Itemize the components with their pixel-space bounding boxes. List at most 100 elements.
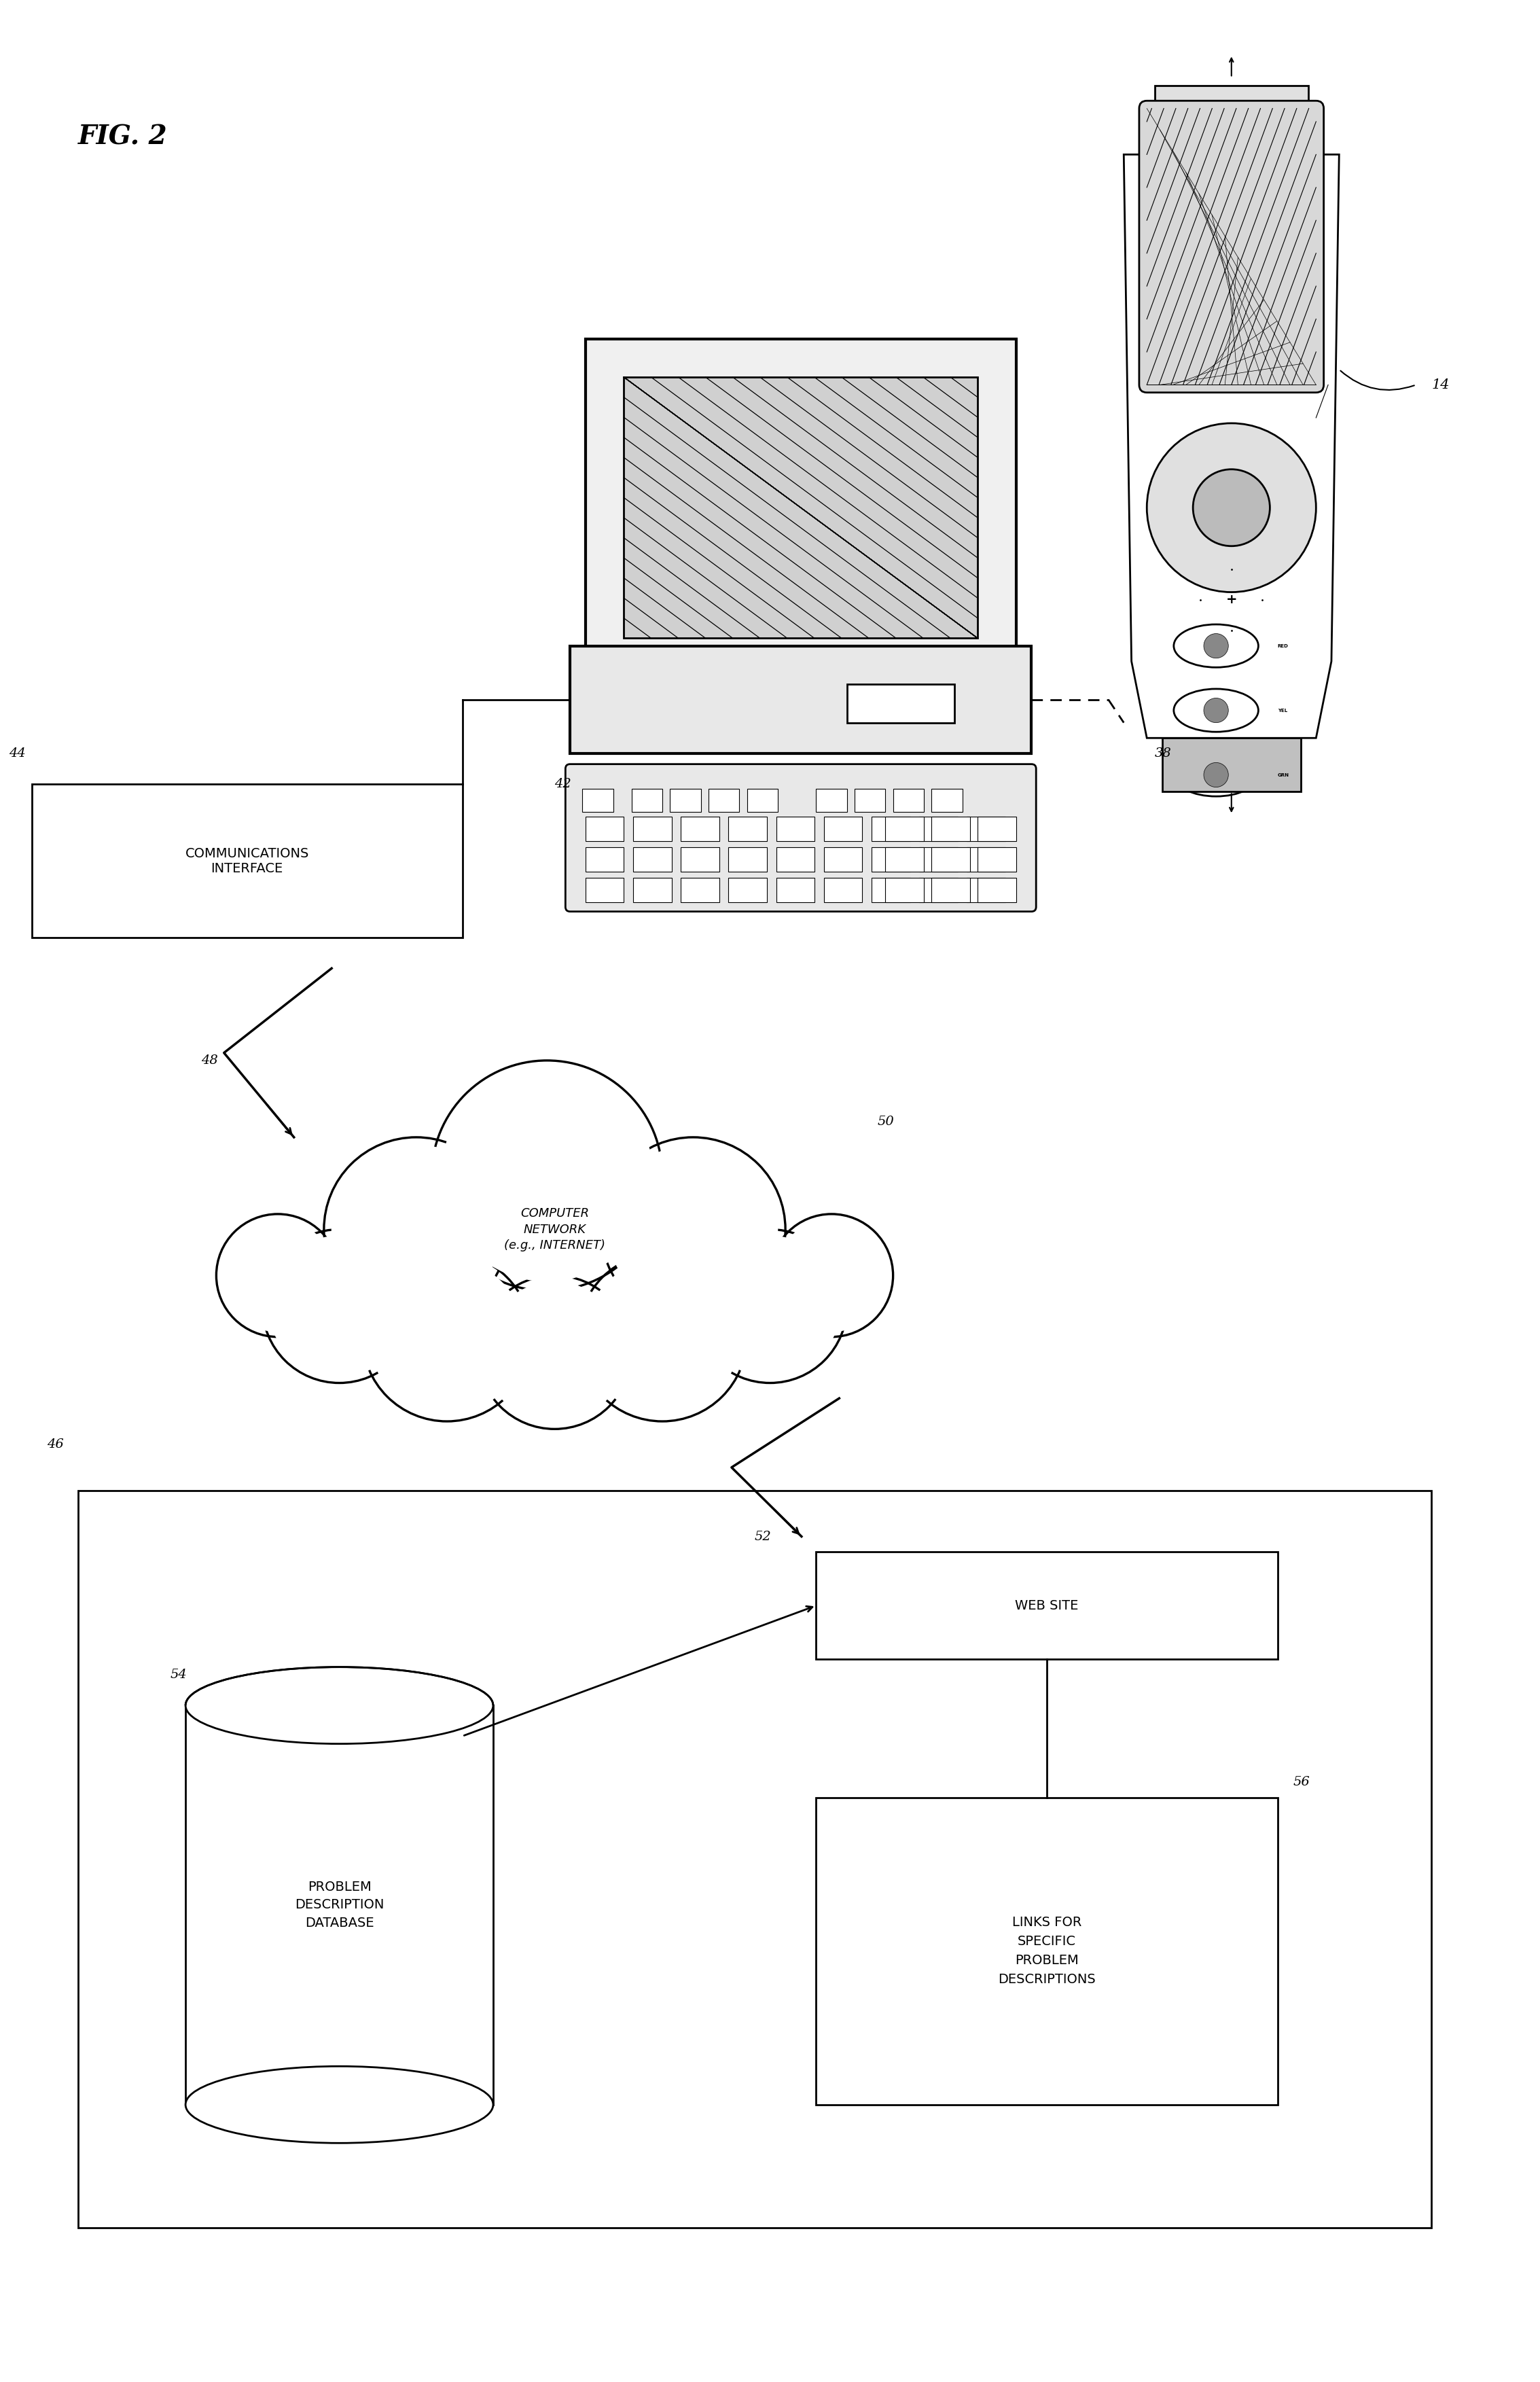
Ellipse shape xyxy=(185,1667,493,1744)
Polygon shape xyxy=(185,1706,493,2106)
FancyBboxPatch shape xyxy=(681,848,719,872)
Circle shape xyxy=(222,1220,334,1332)
FancyBboxPatch shape xyxy=(978,848,1016,872)
FancyBboxPatch shape xyxy=(816,1551,1278,1660)
FancyBboxPatch shape xyxy=(776,848,815,872)
FancyBboxPatch shape xyxy=(582,788,613,812)
FancyBboxPatch shape xyxy=(1155,86,1309,162)
FancyBboxPatch shape xyxy=(932,848,970,872)
FancyBboxPatch shape xyxy=(1140,100,1324,393)
FancyBboxPatch shape xyxy=(847,684,955,722)
FancyBboxPatch shape xyxy=(967,848,1006,872)
FancyBboxPatch shape xyxy=(872,848,910,872)
FancyBboxPatch shape xyxy=(824,848,862,872)
Ellipse shape xyxy=(1173,753,1258,796)
FancyBboxPatch shape xyxy=(824,877,862,903)
Circle shape xyxy=(1147,424,1317,593)
FancyBboxPatch shape xyxy=(728,848,767,872)
Circle shape xyxy=(262,1229,416,1384)
Text: COMPUTER
NETWORK
(e.g., INTERNET): COMPUTER NETWORK (e.g., INTERNET) xyxy=(504,1208,605,1251)
FancyBboxPatch shape xyxy=(728,817,767,841)
FancyBboxPatch shape xyxy=(747,788,778,812)
Circle shape xyxy=(440,1070,653,1282)
FancyBboxPatch shape xyxy=(585,338,1016,676)
FancyBboxPatch shape xyxy=(816,788,847,812)
Circle shape xyxy=(477,1274,631,1429)
FancyBboxPatch shape xyxy=(978,817,1016,841)
FancyBboxPatch shape xyxy=(708,788,739,812)
FancyBboxPatch shape xyxy=(919,817,958,841)
FancyBboxPatch shape xyxy=(624,376,978,638)
Text: 14: 14 xyxy=(1431,379,1449,391)
Text: WEB SITE: WEB SITE xyxy=(1015,1598,1078,1613)
Text: PROBLEM
DESCRIPTION
DATABASE: PROBLEM DESCRIPTION DATABASE xyxy=(294,1879,383,1929)
Circle shape xyxy=(1194,469,1270,545)
Text: 54: 54 xyxy=(169,1667,186,1682)
FancyBboxPatch shape xyxy=(79,1491,1431,2227)
FancyBboxPatch shape xyxy=(816,1798,1278,2106)
FancyBboxPatch shape xyxy=(585,817,624,841)
Circle shape xyxy=(578,1253,747,1422)
FancyBboxPatch shape xyxy=(967,877,1006,903)
FancyBboxPatch shape xyxy=(932,817,970,841)
FancyBboxPatch shape xyxy=(824,817,862,841)
Circle shape xyxy=(484,1282,625,1422)
Ellipse shape xyxy=(1173,688,1258,731)
FancyBboxPatch shape xyxy=(681,877,719,903)
Text: 44: 44 xyxy=(9,748,26,760)
FancyBboxPatch shape xyxy=(886,848,924,872)
Circle shape xyxy=(1204,634,1229,657)
Circle shape xyxy=(585,1260,741,1415)
FancyBboxPatch shape xyxy=(855,788,886,812)
Text: 38: 38 xyxy=(1155,748,1172,760)
Circle shape xyxy=(268,1236,410,1377)
Circle shape xyxy=(1204,762,1229,786)
Circle shape xyxy=(601,1136,785,1322)
FancyBboxPatch shape xyxy=(633,877,671,903)
Text: 56: 56 xyxy=(1294,1777,1311,1789)
Text: 50: 50 xyxy=(878,1115,895,1129)
FancyBboxPatch shape xyxy=(585,848,624,872)
FancyBboxPatch shape xyxy=(872,877,910,903)
FancyBboxPatch shape xyxy=(565,765,1036,912)
FancyBboxPatch shape xyxy=(886,877,924,903)
FancyBboxPatch shape xyxy=(585,877,624,903)
Circle shape xyxy=(331,1146,500,1315)
Circle shape xyxy=(608,1146,778,1315)
Text: RED: RED xyxy=(1278,643,1289,648)
FancyBboxPatch shape xyxy=(932,877,970,903)
Circle shape xyxy=(775,1220,889,1332)
Text: FIG. 2: FIG. 2 xyxy=(79,124,168,150)
Circle shape xyxy=(1204,698,1229,722)
FancyBboxPatch shape xyxy=(893,788,924,812)
Text: COMMUNICATIONS
INTERFACE: COMMUNICATIONS INTERFACE xyxy=(185,848,310,874)
Ellipse shape xyxy=(1173,624,1258,667)
FancyBboxPatch shape xyxy=(32,784,462,939)
Text: GRN: GRN xyxy=(1278,772,1289,777)
FancyBboxPatch shape xyxy=(681,817,719,841)
FancyBboxPatch shape xyxy=(919,848,958,872)
Text: 52: 52 xyxy=(755,1529,772,1544)
FancyBboxPatch shape xyxy=(776,877,815,903)
FancyBboxPatch shape xyxy=(978,877,1016,903)
Polygon shape xyxy=(755,676,847,738)
Ellipse shape xyxy=(185,2065,493,2144)
Text: YEL: YEL xyxy=(1278,707,1287,712)
Polygon shape xyxy=(1124,155,1340,738)
FancyBboxPatch shape xyxy=(633,817,671,841)
Circle shape xyxy=(770,1215,893,1336)
FancyBboxPatch shape xyxy=(886,817,924,841)
FancyBboxPatch shape xyxy=(1163,738,1301,791)
FancyBboxPatch shape xyxy=(570,646,1032,753)
Text: +: + xyxy=(1226,593,1237,607)
Text: 46: 46 xyxy=(48,1439,63,1451)
FancyBboxPatch shape xyxy=(967,817,1006,841)
Circle shape xyxy=(693,1229,847,1384)
FancyBboxPatch shape xyxy=(872,817,910,841)
Circle shape xyxy=(362,1253,531,1422)
Text: 48: 48 xyxy=(200,1055,217,1067)
FancyBboxPatch shape xyxy=(633,848,671,872)
FancyBboxPatch shape xyxy=(728,877,767,903)
Text: 42: 42 xyxy=(554,779,571,791)
FancyBboxPatch shape xyxy=(631,788,662,812)
